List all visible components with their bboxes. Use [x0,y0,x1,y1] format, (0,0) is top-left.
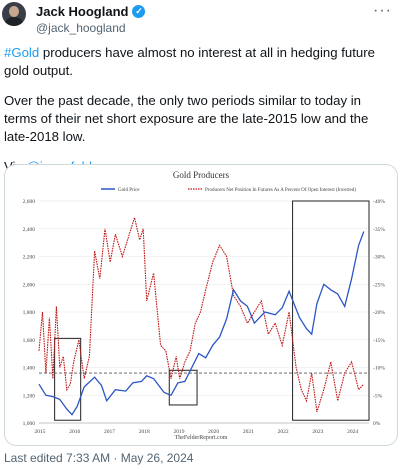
left-tick-label: 2,200 [23,255,36,261]
left-tick-label: 1,200 [23,393,36,399]
right-tick-label: -40% [373,199,385,205]
legend-gold-label: Gold Price [118,188,140,193]
left-tick-label: 1,000 [23,421,36,427]
left-tick-label: 2,400 [23,227,36,233]
x-tick-label: 2016 [69,429,80,435]
legend: Gold Price Producers Net Position In Fut… [101,188,356,193]
left-axis-ticks: 1,000 1,200 1,400 1,600 1,800 2,000 2,200 2,400… [23,199,36,427]
x-tick-label: 2021 [243,429,254,435]
right-axis-ticks: 0% -5% -10% -15% -20% -25% -30% -35% -40% [373,199,385,427]
avatar-body [5,17,23,26]
avatar-head [9,6,19,17]
left-tick-label: 2,000 [23,282,36,288]
tweet-line1: producers have almost no interest at all… [4,45,375,78]
more-options-icon[interactable]: ··· [373,2,392,19]
legend-producers-label: Producers Net Position In Futures As A P… [205,188,356,193]
avatar[interactable] [2,2,26,26]
author-name[interactable]: Jack Hoogland [36,4,129,19]
gold-producers-chart: Gold Producers Gold Price Producers Net … [23,170,386,441]
hashtag-link[interactable]: #Gold [4,45,40,60]
right-tick-label: -35% [373,227,385,233]
x-tick-label: 2017 [104,429,115,435]
x-tick-label: 2020 [208,429,219,435]
left-tick-label: 1,400 [23,366,36,372]
x-tick-label: 2024 [347,429,358,435]
x-tick-label: 2018 [139,429,150,435]
left-tick-label: 1,600 [23,338,36,344]
right-tick-label: -10% [373,366,385,372]
right-tick-label: -15% [373,338,385,344]
right-tick-label: 0% [373,421,381,427]
highlight-box [168,369,198,406]
x-axis-ticks: 2015 2016 2017 2018 2019 2020 2021 2022 2023 2024 [35,429,359,435]
right-tick-label: -30% [373,255,385,261]
chart-image[interactable]: Gold Producers Gold Price Producers Net … [4,164,398,446]
x-tick-label: 2022 [278,429,289,435]
x-tick-label: 2023 [312,429,323,435]
chart-source: TheFelderReport.com [175,435,228,441]
author-name-row: Jack Hoogland ✓ [36,4,146,19]
producers-series-line [38,215,365,413]
left-tick-label: 1,800 [23,310,36,316]
right-tick-label: -20% [373,310,385,316]
highlight-box [292,200,370,421]
gold-price-series-line [38,231,365,416]
highlight-box [54,337,82,421]
highlight-boxes [54,200,370,421]
left-tick-label: 2,600 [23,199,36,205]
tweet-paragraph-1: #Gold producers have almost no interest … [4,44,396,80]
x-tick-label: 2015 [35,429,46,435]
x-tick-label: 2019 [173,429,184,435]
edited-timestamp[interactable]: Last edited 7:33 AM · May 26, 2024 [4,451,194,465]
grid [39,200,369,424]
chart-title: Gold Producers [173,170,230,180]
author-handle[interactable]: @jack_hoogland [36,21,126,35]
verified-check-icon: ✓ [132,5,146,18]
right-tick-label: -25% [373,282,385,288]
tweet-paragraph-2: Over the past decade, the only two perio… [4,93,369,144]
right-tick-label: -5% [373,393,383,399]
